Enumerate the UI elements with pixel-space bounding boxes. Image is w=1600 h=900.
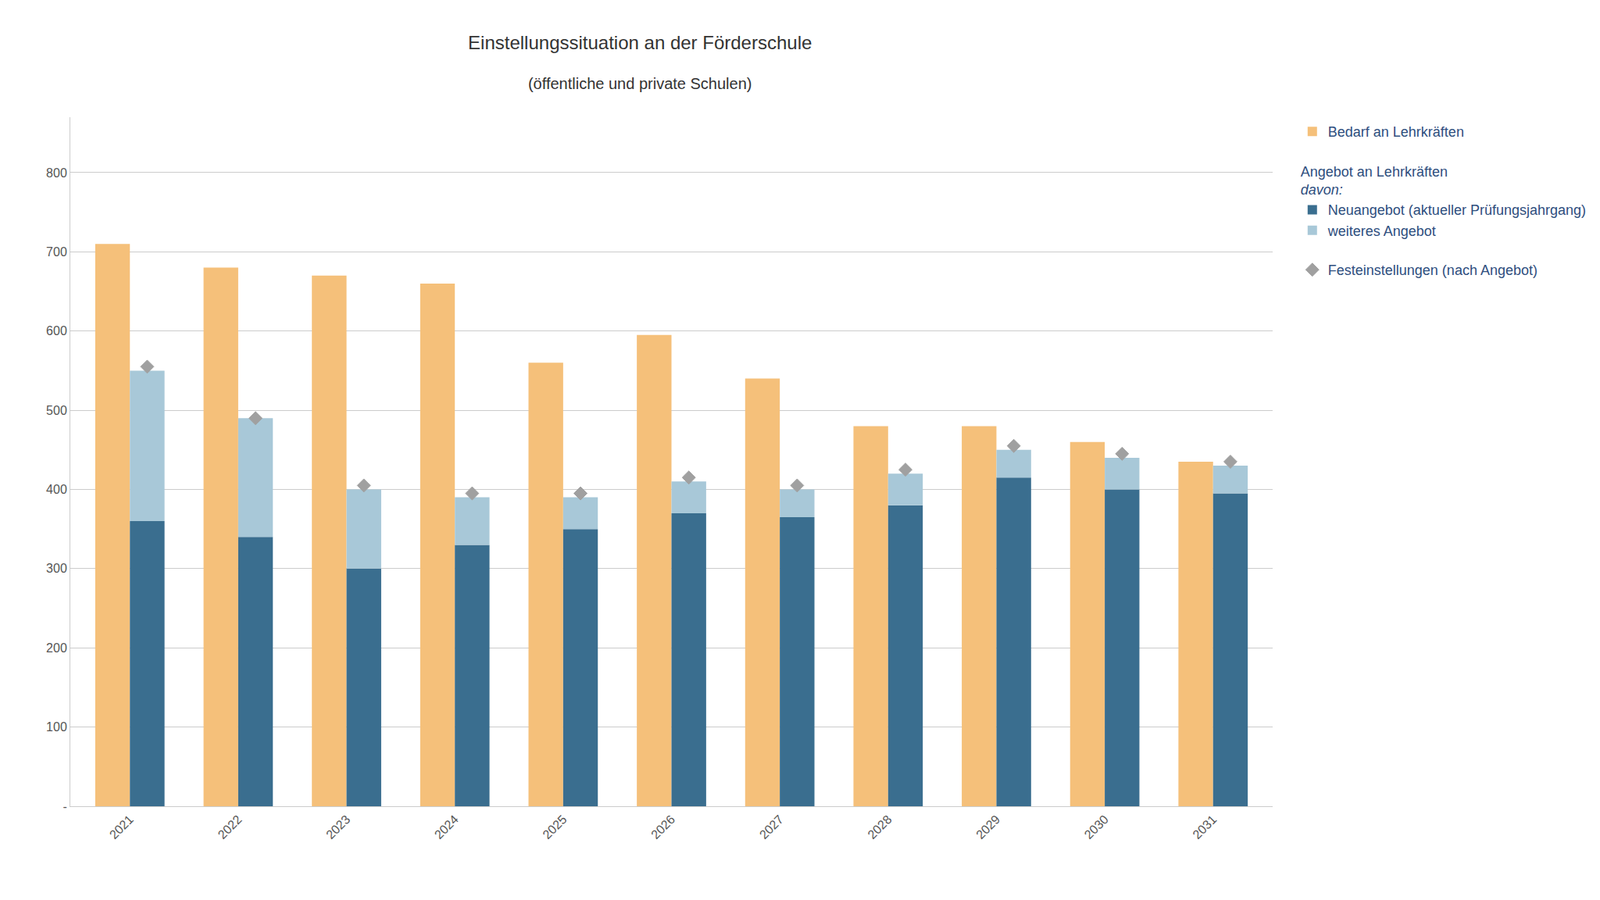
svg-text:400: 400 [46,482,68,497]
svg-text:600: 600 [46,324,68,338]
svg-text:2026: 2026 [648,812,678,842]
svg-text:weiteres Angebot: weiteres Angebot [1327,223,1436,240]
svg-text:2028: 2028 [864,812,894,842]
svg-text:100: 100 [46,720,68,734]
svg-text:2022: 2022 [214,812,244,842]
svg-text:800: 800 [46,166,68,180]
svg-text:Festeinstellungen (nach Angebo: Festeinstellungen (nach Angebot) [1328,262,1538,279]
svg-text:2031: 2031 [1189,812,1219,842]
svg-text:200: 200 [46,641,68,655]
svg-text:2025: 2025 [539,812,569,842]
svg-text:Neuangebot (aktueller Prüfungs: Neuangebot (aktueller Prüfungsjahrgang) [1328,202,1586,218]
svg-text:(öffentliche und private Schul: (öffentliche und private Schulen) [528,75,752,93]
svg-text:300: 300 [46,561,68,575]
svg-text:500: 500 [46,403,68,418]
svg-text:700: 700 [46,245,68,259]
svg-text:-: - [62,800,67,814]
svg-text:2024: 2024 [432,812,461,842]
svg-text:2030: 2030 [1082,812,1111,842]
svg-text:Bedarf an Lehrkräften: Bedarf an Lehrkräften [1328,124,1465,140]
svg-text:Einstellungssituation an der F: Einstellungssituation an der Förderschul… [467,32,812,54]
svg-text:2023: 2023 [323,812,353,842]
svg-text:2027: 2027 [757,812,786,842]
svg-text:2029: 2029 [973,812,1003,842]
svg-text:2021: 2021 [107,812,136,842]
svg-text:Angebot an Lehrkräftendavon:: Angebot an Lehrkräftendavon: [1300,164,1448,198]
